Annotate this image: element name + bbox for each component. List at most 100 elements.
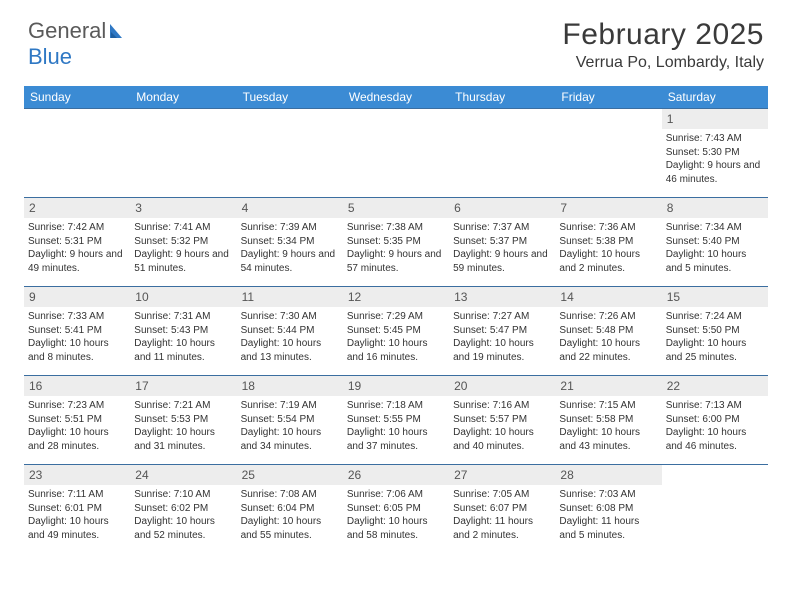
sunrise-text: Sunrise: 7:11 AM [28, 488, 126, 502]
month-title: February 2025 [562, 18, 764, 52]
weekday-header: Thursday [449, 86, 555, 108]
sunset-text: Sunset: 5:58 PM [559, 413, 657, 427]
day-cell: 26Sunrise: 7:06 AMSunset: 6:05 PMDayligh… [343, 465, 449, 553]
daylight-text: Daylight: 10 hours and 25 minutes. [666, 337, 764, 364]
daylight-text: Daylight: 10 hours and 52 minutes. [134, 515, 232, 542]
weeks-container: 1Sunrise: 7:43 AMSunset: 5:30 PMDaylight… [24, 108, 768, 553]
daylight-text: Daylight: 9 hours and 49 minutes. [28, 248, 126, 275]
day-cell: 11Sunrise: 7:30 AMSunset: 5:44 PMDayligh… [237, 287, 343, 375]
day-cell: 28Sunrise: 7:03 AMSunset: 6:08 PMDayligh… [555, 465, 661, 553]
day-number: 11 [237, 287, 343, 307]
day-number: 27 [449, 465, 555, 485]
sunrise-text: Sunrise: 7:38 AM [347, 221, 445, 235]
sunset-text: Sunset: 5:51 PM [28, 413, 126, 427]
sunrise-text: Sunrise: 7:18 AM [347, 399, 445, 413]
sunset-text: Sunset: 5:35 PM [347, 235, 445, 249]
daylight-text: Daylight: 10 hours and 28 minutes. [28, 426, 126, 453]
daylight-text: Daylight: 10 hours and 55 minutes. [241, 515, 339, 542]
sunrise-text: Sunrise: 7:41 AM [134, 221, 232, 235]
sunset-text: Sunset: 6:01 PM [28, 502, 126, 516]
day-body: Sunrise: 7:36 AMSunset: 5:38 PMDaylight:… [555, 218, 661, 279]
sunrise-text: Sunrise: 7:29 AM [347, 310, 445, 324]
sunrise-text: Sunrise: 7:37 AM [453, 221, 551, 235]
day-body: Sunrise: 7:21 AMSunset: 5:53 PMDaylight:… [130, 396, 236, 457]
daylight-text: Daylight: 9 hours and 46 minutes. [666, 159, 764, 186]
daylight-text: Daylight: 9 hours and 54 minutes. [241, 248, 339, 275]
day-number: 19 [343, 376, 449, 396]
weekday-header: Monday [130, 86, 236, 108]
day-cell-empty [343, 109, 449, 197]
day-body: Sunrise: 7:39 AMSunset: 5:34 PMDaylight:… [237, 218, 343, 279]
daylight-text: Daylight: 10 hours and 46 minutes. [666, 426, 764, 453]
calendar: SundayMondayTuesdayWednesdayThursdayFrid… [24, 86, 768, 553]
day-cell: 13Sunrise: 7:27 AMSunset: 5:47 PMDayligh… [449, 287, 555, 375]
title-block: February 2025 Verrua Po, Lombardy, Italy [562, 18, 764, 72]
day-cell: 5Sunrise: 7:38 AMSunset: 5:35 PMDaylight… [343, 198, 449, 286]
sunrise-text: Sunrise: 7:21 AM [134, 399, 232, 413]
daylight-text: Daylight: 10 hours and 2 minutes. [559, 248, 657, 275]
weekday-header: Saturday [662, 86, 768, 108]
sunset-text: Sunset: 5:30 PM [666, 146, 764, 160]
day-body: Sunrise: 7:08 AMSunset: 6:04 PMDaylight:… [237, 485, 343, 546]
day-number: 3 [130, 198, 236, 218]
sunrise-text: Sunrise: 7:39 AM [241, 221, 339, 235]
sunrise-text: Sunrise: 7:13 AM [666, 399, 764, 413]
day-cell: 4Sunrise: 7:39 AMSunset: 5:34 PMDaylight… [237, 198, 343, 286]
week-row: 1Sunrise: 7:43 AMSunset: 5:30 PMDaylight… [24, 108, 768, 197]
location-text: Verrua Po, Lombardy, Italy [562, 54, 764, 72]
day-body: Sunrise: 7:31 AMSunset: 5:43 PMDaylight:… [130, 307, 236, 368]
day-number: 2 [24, 198, 130, 218]
sunrise-text: Sunrise: 7:30 AM [241, 310, 339, 324]
daylight-text: Daylight: 10 hours and 34 minutes. [241, 426, 339, 453]
daylight-text: Daylight: 10 hours and 5 minutes. [666, 248, 764, 275]
day-body: Sunrise: 7:06 AMSunset: 6:05 PMDaylight:… [343, 485, 449, 546]
sunset-text: Sunset: 5:48 PM [559, 324, 657, 338]
day-body: Sunrise: 7:11 AMSunset: 6:01 PMDaylight:… [24, 485, 130, 546]
daylight-text: Daylight: 10 hours and 8 minutes. [28, 337, 126, 364]
sunset-text: Sunset: 6:04 PM [241, 502, 339, 516]
day-number: 15 [662, 287, 768, 307]
daylight-text: Daylight: 10 hours and 43 minutes. [559, 426, 657, 453]
daylight-text: Daylight: 10 hours and 40 minutes. [453, 426, 551, 453]
day-body: Sunrise: 7:26 AMSunset: 5:48 PMDaylight:… [555, 307, 661, 368]
day-cell: 18Sunrise: 7:19 AMSunset: 5:54 PMDayligh… [237, 376, 343, 464]
day-cell-empty [24, 109, 130, 197]
day-cell: 8Sunrise: 7:34 AMSunset: 5:40 PMDaylight… [662, 198, 768, 286]
day-cell: 12Sunrise: 7:29 AMSunset: 5:45 PMDayligh… [343, 287, 449, 375]
daylight-text: Daylight: 10 hours and 22 minutes. [559, 337, 657, 364]
day-body: Sunrise: 7:33 AMSunset: 5:41 PMDaylight:… [24, 307, 130, 368]
daylight-text: Daylight: 9 hours and 59 minutes. [453, 248, 551, 275]
sunset-text: Sunset: 5:57 PM [453, 413, 551, 427]
day-cell: 16Sunrise: 7:23 AMSunset: 5:51 PMDayligh… [24, 376, 130, 464]
sunset-text: Sunset: 6:07 PM [453, 502, 551, 516]
day-cell: 10Sunrise: 7:31 AMSunset: 5:43 PMDayligh… [130, 287, 236, 375]
day-cell: 22Sunrise: 7:13 AMSunset: 6:00 PMDayligh… [662, 376, 768, 464]
day-body: Sunrise: 7:15 AMSunset: 5:58 PMDaylight:… [555, 396, 661, 457]
day-cell: 17Sunrise: 7:21 AMSunset: 5:53 PMDayligh… [130, 376, 236, 464]
sunset-text: Sunset: 5:54 PM [241, 413, 339, 427]
day-number: 17 [130, 376, 236, 396]
day-cell-empty [449, 109, 555, 197]
sunset-text: Sunset: 6:08 PM [559, 502, 657, 516]
day-number: 24 [130, 465, 236, 485]
day-body: Sunrise: 7:03 AMSunset: 6:08 PMDaylight:… [555, 485, 661, 546]
day-number: 7 [555, 198, 661, 218]
sunrise-text: Sunrise: 7:31 AM [134, 310, 232, 324]
sunrise-text: Sunrise: 7:43 AM [666, 132, 764, 146]
sunset-text: Sunset: 5:31 PM [28, 235, 126, 249]
sunset-text: Sunset: 5:50 PM [666, 324, 764, 338]
day-number: 4 [237, 198, 343, 218]
day-cell: 1Sunrise: 7:43 AMSunset: 5:30 PMDaylight… [662, 109, 768, 197]
day-body: Sunrise: 7:27 AMSunset: 5:47 PMDaylight:… [449, 307, 555, 368]
day-number: 6 [449, 198, 555, 218]
day-cell: 24Sunrise: 7:10 AMSunset: 6:02 PMDayligh… [130, 465, 236, 553]
daylight-text: Daylight: 11 hours and 5 minutes. [559, 515, 657, 542]
sunrise-text: Sunrise: 7:15 AM [559, 399, 657, 413]
sunrise-text: Sunrise: 7:24 AM [666, 310, 764, 324]
day-cell: 9Sunrise: 7:33 AMSunset: 5:41 PMDaylight… [24, 287, 130, 375]
sunset-text: Sunset: 5:41 PM [28, 324, 126, 338]
sunset-text: Sunset: 6:02 PM [134, 502, 232, 516]
sunset-text: Sunset: 5:38 PM [559, 235, 657, 249]
daylight-text: Daylight: 9 hours and 51 minutes. [134, 248, 232, 275]
day-body: Sunrise: 7:30 AMSunset: 5:44 PMDaylight:… [237, 307, 343, 368]
